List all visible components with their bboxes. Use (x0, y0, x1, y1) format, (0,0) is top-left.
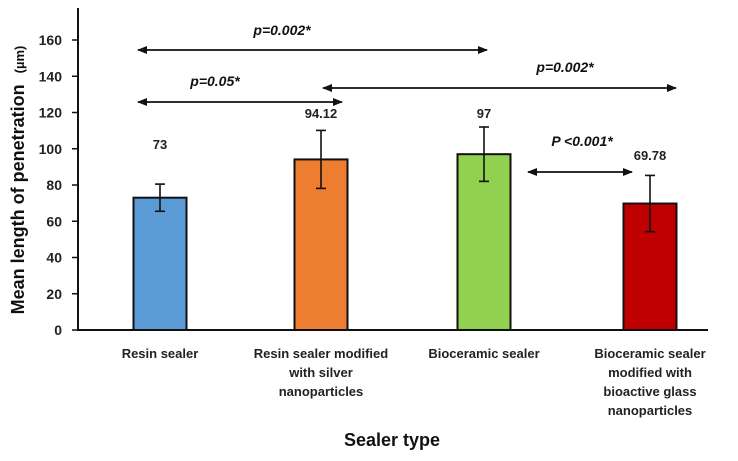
y-tick-label: 20 (46, 286, 62, 302)
x-tick-label-line: Resin sealer (122, 346, 199, 361)
y-tick-label: 100 (39, 141, 63, 157)
x-tick-label-line: Bioceramic sealer (594, 346, 705, 361)
x-tick-label-line: with silver (288, 365, 353, 380)
y-axis-title-main: Mean length of penetration (8, 84, 28, 314)
significance-label: p=0.002* (535, 59, 594, 75)
bars (132, 153, 678, 331)
y-axis-title: Mean length of penetration (µm) (8, 46, 28, 315)
value-labels: 73 94.12 97 69.78 (153, 106, 667, 163)
x-tick-label-line: bioactive glass (603, 384, 696, 399)
error-bars (155, 126, 655, 233)
x-tick-label: Resin sealer (122, 346, 199, 361)
x-tick-label: Bioceramic sealer (428, 346, 539, 361)
x-tick-label-line: modified with (608, 365, 692, 380)
data-label: 97 (477, 106, 491, 121)
data-label: 94.12 (305, 106, 338, 121)
x-axis-title: Sealer type (344, 430, 440, 450)
significance-label: p=0.002* (252, 22, 311, 38)
significance-markers: p=0.002* p=0.05* p=0.002* P <0.001* (137, 22, 677, 176)
y-tick-label: 160 (39, 32, 63, 48)
x-tick-label-line: nanoparticles (608, 403, 693, 418)
y-axis-title-group: Mean length of penetration (µm) (8, 46, 28, 315)
y-axis-title-unit: (µm) (12, 46, 27, 74)
bar (456, 153, 512, 331)
x-tick-label-line: Bioceramic sealer (428, 346, 539, 361)
y-ticks: 0 20 40 60 80 100 120 140 160 (39, 32, 78, 338)
data-label: 73 (153, 137, 167, 152)
x-tick-label: Bioceramic sealer modified with bioactive … (594, 346, 705, 418)
y-tick-label: 120 (39, 105, 63, 121)
y-tick-label: 80 (46, 177, 62, 193)
bar (132, 196, 188, 331)
x-tick-label-line: Resin sealer modified (254, 346, 388, 361)
y-tick-label: 0 (54, 322, 62, 338)
y-tick-label: 60 (46, 213, 62, 229)
y-tick-label: 140 (39, 68, 63, 84)
significance-label: P <0.001* (551, 133, 613, 149)
significance-label: p=0.05* (189, 73, 240, 89)
data-label: 69.78 (634, 148, 667, 163)
x-tick-label: Resin sealer modified with silver nanopart… (254, 346, 388, 399)
x-tick-label-line: nanoparticles (279, 384, 364, 399)
category-labels: Resin sealer Resin sealer modified with si… (122, 346, 706, 418)
y-tick-label: 40 (46, 250, 62, 266)
